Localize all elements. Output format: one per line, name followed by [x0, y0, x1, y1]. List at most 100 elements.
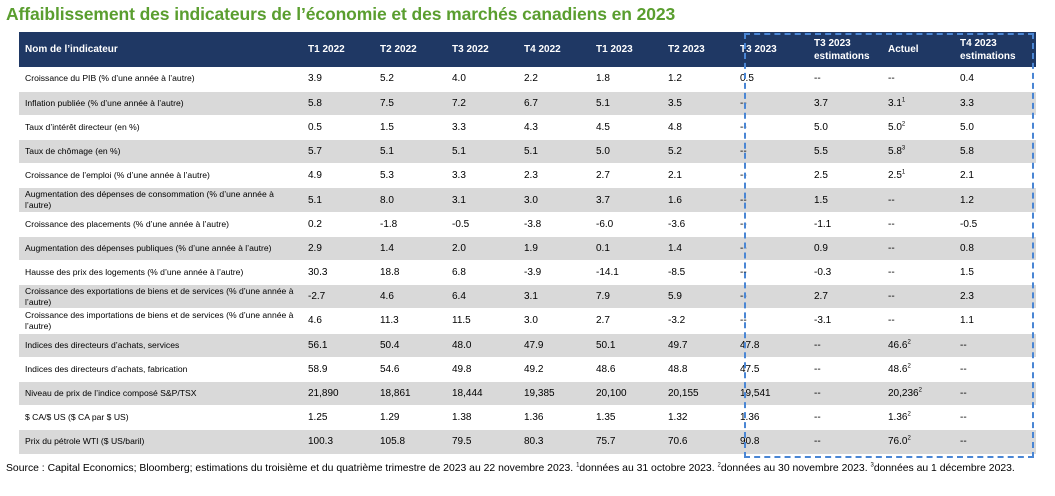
table-cell: 18,444 — [446, 381, 518, 407]
cell-value: 0.2 — [308, 218, 322, 230]
cell-value: -- — [960, 412, 967, 424]
cell-value: -- — [888, 267, 895, 279]
table-cell: 5.7 — [302, 139, 374, 165]
cell-value: 1.36 — [740, 412, 760, 424]
cell-value: 1.36 — [524, 412, 544, 424]
footnote-mark: 1 — [901, 170, 906, 177]
table-cell: 6.7 — [518, 91, 590, 116]
table-cell: 0.5 — [302, 115, 374, 141]
cell-value: 2.2 — [524, 73, 538, 85]
cell-value: -- — [740, 267, 747, 279]
cell-value: 19,385 — [524, 388, 555, 400]
table-header-row: Nom de l’indicateur T1 2022 T2 2022 T3 2… — [19, 32, 1036, 67]
cell-value: -- — [960, 363, 967, 375]
table-cell: 1.6 — [662, 187, 734, 213]
column-header: T1 2023 — [590, 32, 662, 67]
cell-value: 21,890 — [308, 388, 339, 400]
cell-value: -8.5 — [668, 267, 686, 279]
table-cell: 2.7 — [590, 308, 662, 334]
cell-value: 46.6 — [888, 339, 908, 351]
cell-value: 5.8 — [888, 146, 902, 158]
column-header: T4 2022 — [518, 32, 590, 67]
table-cell: 1.5 — [374, 115, 446, 141]
cell-value: 3.0 — [524, 315, 538, 327]
table-cell: 0.8 — [954, 236, 1036, 262]
cell-value: 0.5 — [308, 121, 322, 133]
table-cell: 4.5 — [590, 115, 662, 141]
table-cell: 8.0 — [374, 187, 446, 213]
table-cell: 56.1 — [302, 333, 374, 358]
table-cell: 105.8 — [374, 429, 446, 455]
table-cell: 20,100 — [590, 381, 662, 407]
table-cell: 3.5 — [662, 91, 734, 116]
cell-value: 6.7 — [524, 97, 538, 109]
cell-value: 1.32 — [668, 412, 688, 424]
table-row: Croissance des placements (% d’une année… — [19, 212, 1036, 237]
table-cell: 48.8 — [662, 357, 734, 382]
table-cell: -- — [882, 308, 954, 334]
cell-value: 47.5 — [740, 363, 760, 375]
table-cell: 5.5 — [808, 139, 882, 165]
table-cell: 70.6 — [662, 429, 734, 455]
table-cell: 2.5 — [808, 163, 882, 189]
table-cell: 2.2 — [518, 67, 590, 92]
cell-value: 1.2 — [668, 73, 682, 85]
table-cell: -- — [808, 67, 882, 92]
footnote-mark: 1 — [901, 97, 906, 104]
cell-value: 5.1 — [596, 97, 610, 109]
table-cell: -- — [882, 187, 954, 213]
cell-value: 5.2 — [668, 146, 682, 158]
table-cell: -- — [808, 381, 882, 407]
cell-value: 3.5 — [668, 97, 682, 109]
table-cell: 4.6 — [302, 308, 374, 334]
cell-value: 5.9 — [668, 291, 682, 303]
cell-value: 5.0 — [596, 146, 610, 158]
cell-value: -- — [740, 194, 747, 206]
cell-value: 4.6 — [308, 315, 322, 327]
indicator-name: Croissance des exportations de biens et … — [19, 284, 302, 310]
cell-value: 4.5 — [596, 121, 610, 133]
table-cell: 50.4 — [374, 333, 446, 358]
table-cell: -- — [954, 357, 1036, 382]
table-cell: -- — [882, 284, 954, 310]
cell-value: 47.9 — [524, 339, 544, 351]
column-header: Nom de l’indicateur — [19, 32, 302, 67]
table-cell: 3.1 — [518, 284, 590, 310]
cell-value: 47.8 — [740, 339, 760, 351]
table-cell: 47.5 — [734, 357, 808, 382]
table-row: $ CA/$ US ($ CA par $ US) 1.25 1.29 1.38 1.3… — [19, 405, 1036, 431]
column-header: T3 2023 — [734, 32, 808, 67]
cell-value: 5.8 — [960, 146, 974, 158]
cell-value: 18,444 — [452, 388, 483, 400]
cell-value: 2.0 — [452, 242, 466, 254]
cell-value: 49.7 — [668, 339, 688, 351]
cell-value: -- — [814, 388, 821, 400]
table-cell: -3.2 — [662, 308, 734, 334]
table-cell: 5.02 — [882, 115, 954, 141]
cell-value: 5.1 — [524, 146, 538, 158]
cell-value: 20,236 — [888, 388, 919, 400]
cell-value: 4.0 — [452, 73, 466, 85]
table-cell: 49.7 — [662, 333, 734, 358]
table-cell: 5.1 — [590, 91, 662, 116]
cell-value: 75.7 — [596, 436, 616, 448]
cell-value: 5.1 — [308, 194, 322, 206]
table-cell: -6.0 — [590, 212, 662, 237]
table-cell: 20,155 — [662, 381, 734, 407]
cell-value: 4.9 — [308, 170, 322, 182]
table-cell: 2.9 — [302, 236, 374, 262]
cell-value: -- — [888, 194, 895, 206]
table-cell: 48.0 — [446, 333, 518, 358]
cell-value: 2.3 — [524, 170, 538, 182]
table-cell: -1.8 — [374, 212, 446, 237]
indicator-name: Croissance des importations de biens et … — [19, 308, 302, 334]
table-cell: -- — [954, 405, 1036, 431]
table-cell: 1.36 — [734, 405, 808, 431]
table-cell: -1.1 — [808, 212, 882, 237]
table-cell: 80.3 — [518, 429, 590, 455]
table-cell: 3.1 — [446, 187, 518, 213]
cell-value: -14.1 — [596, 267, 619, 279]
cell-value: 1.5 — [380, 121, 394, 133]
table-cell: 0.4 — [954, 67, 1036, 92]
table-row: Taux de chômage (en %) 5.7 5.1 5.1 5.1 5.0 5.2… — [19, 139, 1036, 165]
